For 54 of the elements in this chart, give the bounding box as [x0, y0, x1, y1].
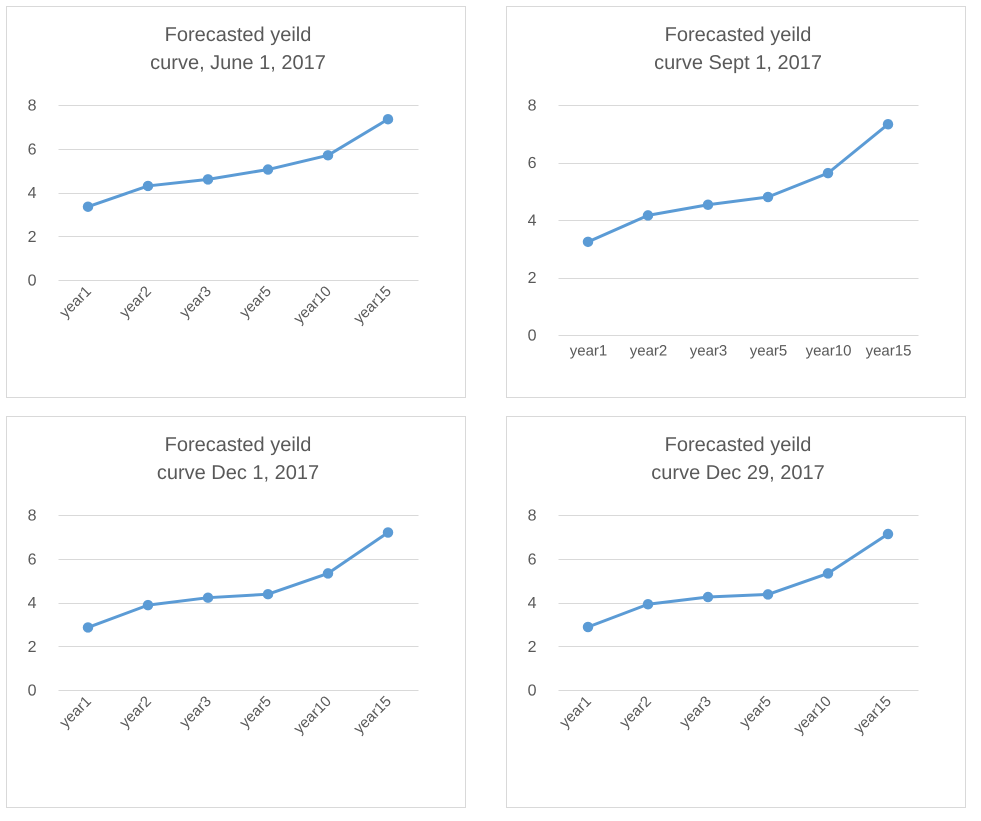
y-tick-label: 6 — [28, 551, 37, 568]
point — [322, 150, 334, 161]
chart-title: Forecasted yeild curve Dec 29, 2017 — [651, 434, 825, 484]
point — [262, 588, 274, 600]
point — [382, 114, 394, 124]
y-tick-label: 0 — [528, 682, 537, 700]
point — [762, 589, 774, 600]
y-tick-label: 0 — [528, 328, 537, 344]
point — [82, 622, 94, 633]
point — [202, 174, 214, 185]
y-tick-label: 2 — [28, 228, 37, 246]
y-tick-label: 6 — [28, 141, 37, 158]
point — [582, 622, 594, 632]
point — [582, 236, 594, 248]
y-tick-label: 8 — [28, 508, 37, 524]
point — [882, 528, 894, 540]
x-tick-label: year1 — [570, 342, 608, 360]
y-tick-label: 2 — [528, 270, 537, 287]
point — [642, 210, 654, 221]
y-tick-label: 6 — [528, 551, 537, 568]
x-tick-label: year2 — [630, 342, 668, 360]
y-tick-label: 8 — [528, 98, 537, 114]
y-tick-label: 8 — [528, 508, 537, 524]
chart-title: Forecasted yeild curve, June 1, 2017 — [150, 24, 326, 74]
y-tick-label: 4 — [28, 595, 37, 612]
x-tick-label: year5 — [750, 342, 788, 360]
y-tick-label: 4 — [28, 185, 37, 202]
point — [702, 592, 714, 602]
y-tick-label: 2 — [528, 638, 537, 656]
point — [142, 180, 154, 192]
x-tick-label: year3 — [690, 342, 728, 360]
point — [642, 599, 654, 610]
y-tick-label: 4 — [528, 595, 537, 612]
x-tick-label: year15 — [866, 342, 912, 360]
y-tick-label: 0 — [28, 682, 37, 700]
point — [142, 600, 154, 610]
point — [762, 192, 774, 202]
y-tick-label: 6 — [528, 155, 537, 172]
point — [882, 119, 894, 130]
point — [82, 201, 94, 212]
point — [382, 527, 394, 538]
point — [322, 568, 334, 579]
y-tick-label: 0 — [28, 272, 37, 290]
point — [702, 200, 714, 210]
chart-title: Forecasted yeild curve Dec 1, 2017 — [156, 434, 320, 484]
point — [822, 168, 834, 178]
y-tick-label: 2 — [28, 638, 37, 656]
chart-title: Forecasted yeild curve Sept 1, 2017 — [654, 24, 822, 74]
point — [822, 568, 834, 579]
y-tick-label: 4 — [528, 212, 537, 230]
x-tick-label: year10 — [806, 342, 852, 360]
y-tick-label: 8 — [28, 98, 37, 114]
point — [202, 592, 214, 603]
point — [262, 164, 274, 175]
